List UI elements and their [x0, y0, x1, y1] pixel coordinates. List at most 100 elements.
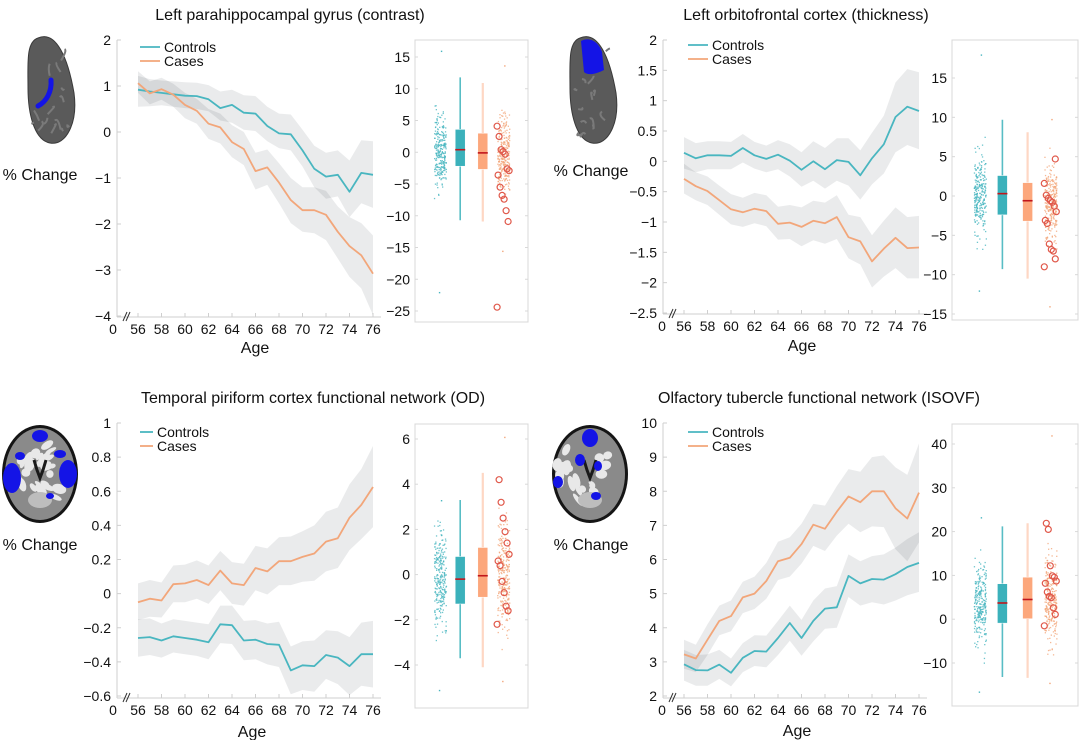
jitter-point-cases — [1046, 621, 1048, 623]
jitter-point-cases — [1046, 202, 1048, 205]
highlighted-case-marker — [1051, 255, 1059, 263]
y-tick-label: −2 — [95, 216, 111, 232]
jitter-point-controls — [983, 662, 985, 664]
jitter-point-controls — [975, 589, 977, 591]
jitter-point-controls — [445, 567, 447, 569]
jitter-point-controls — [975, 619, 977, 622]
jitter-point-controls — [975, 206, 977, 209]
jitter-point-controls — [436, 623, 439, 625]
boxplot-y-tick-label: 5 — [939, 149, 947, 165]
jitter-point-controls — [984, 578, 986, 580]
jitter-point-cases — [501, 587, 504, 589]
jitter-point-cases — [508, 559, 510, 562]
jitter-point-controls — [977, 621, 980, 623]
jitter-point-cases — [1051, 224, 1053, 226]
jitter-point-cases — [499, 155, 501, 157]
jitter-point-controls — [438, 171, 440, 173]
axis-break-icon — [122, 692, 131, 703]
jitter-point-controls — [435, 558, 437, 560]
jitter-point-controls — [983, 211, 985, 213]
sulcus — [60, 48, 67, 62]
jitter-point-controls — [444, 145, 446, 147]
jitter-point-cases — [1051, 605, 1054, 607]
jitter-point-cases — [500, 545, 502, 547]
jitter-point-controls — [445, 136, 447, 138]
jitter-point-cases — [1053, 174, 1055, 176]
jitter-point-controls — [440, 179, 442, 181]
sulcus — [60, 87, 65, 91]
jitter-point-cases — [1046, 582, 1048, 584]
jitter-point-cases — [1048, 165, 1050, 167]
jitter-point-controls — [440, 549, 443, 551]
jitter-point-cases — [498, 160, 501, 162]
jitter-point-controls — [438, 565, 440, 567]
jitter-point-controls — [974, 616, 976, 618]
panel-left-parahippocampal-gyrus: Left parahippocampal gyrus (contrast) % … — [3, 7, 529, 357]
jitter-point-controls — [437, 562, 439, 564]
jitter-point-cases — [499, 596, 501, 598]
jitter-point-cases — [1054, 226, 1056, 228]
jitter-point-controls — [975, 583, 977, 585]
jitter-point-controls — [444, 173, 446, 176]
highlighted-case-marker — [1043, 588, 1051, 596]
jitter-point-controls — [978, 619, 980, 621]
jitter-point-cases — [498, 130, 500, 132]
jitter-point-cases — [1053, 180, 1055, 182]
jitter-point-controls — [439, 144, 442, 146]
jitter-point-cases — [1051, 200, 1053, 202]
jitter-point-controls — [980, 186, 982, 189]
jitter-point-controls — [438, 151, 440, 154]
jitter-point-cases — [497, 582, 500, 584]
jitter-point-cases — [503, 563, 505, 565]
jitter-point-controls — [977, 181, 979, 183]
jitter-point-controls — [444, 551, 446, 553]
jitter-point-controls — [975, 151, 977, 153]
jitter-point-controls — [434, 145, 436, 147]
jitter-point-controls — [982, 188, 984, 190]
jitter-point-cases — [1053, 163, 1056, 165]
jitter-point-controls — [436, 558, 439, 561]
jitter-point-cases — [1053, 620, 1055, 622]
jitter-point-controls — [978, 635, 981, 637]
jitter-point-controls — [984, 572, 986, 574]
jitter-point-controls — [437, 594, 439, 597]
highlighted-case-marker — [499, 148, 507, 156]
jitter-point-cases — [505, 600, 507, 602]
jitter-point-cases — [506, 630, 509, 632]
white-matter — [561, 460, 571, 472]
jitter-point-controls — [976, 214, 978, 216]
jitter-point-cases — [505, 575, 507, 577]
jitter-point-controls — [977, 573, 980, 575]
jitter-point-controls — [437, 166, 440, 169]
jitter-point-controls — [974, 557, 976, 559]
jitter-point-cases — [1056, 555, 1058, 557]
jitter-point-controls — [442, 131, 444, 133]
jitter-point-cases — [1050, 634, 1052, 636]
jitter-point-controls — [437, 574, 439, 576]
jitter-point-cases — [508, 549, 510, 551]
jitter-point-cases — [501, 161, 503, 163]
x-tick-label: 58 — [700, 702, 716, 718]
white-matter — [34, 480, 44, 490]
jitter-point-cases — [503, 550, 505, 552]
jitter-point-cases — [503, 572, 505, 574]
jitter-point-controls — [442, 561, 445, 563]
jitter-point-controls — [445, 143, 447, 145]
jitter-point-controls — [984, 614, 986, 616]
jitter-point-controls — [440, 575, 442, 577]
jitter-point-controls — [978, 162, 980, 164]
jitter-point-controls — [981, 154, 983, 156]
jitter-point-cases — [499, 610, 501, 612]
highlighted-case-marker — [502, 602, 510, 610]
jitter-point-cases — [508, 151, 511, 153]
jitter-point-controls — [984, 586, 987, 589]
boxplot-y-tick-label: −2 — [394, 612, 410, 628]
boxplot-y-tick-label: −10 — [386, 208, 410, 224]
jitter-point-cases — [503, 118, 506, 120]
jitter-point-cases — [501, 591, 504, 593]
sulcus — [592, 89, 596, 97]
jitter-point-controls — [437, 115, 439, 118]
jitter-point-cases — [507, 567, 509, 569]
jitter-point-controls — [978, 581, 981, 583]
series-lines — [683, 490, 920, 674]
